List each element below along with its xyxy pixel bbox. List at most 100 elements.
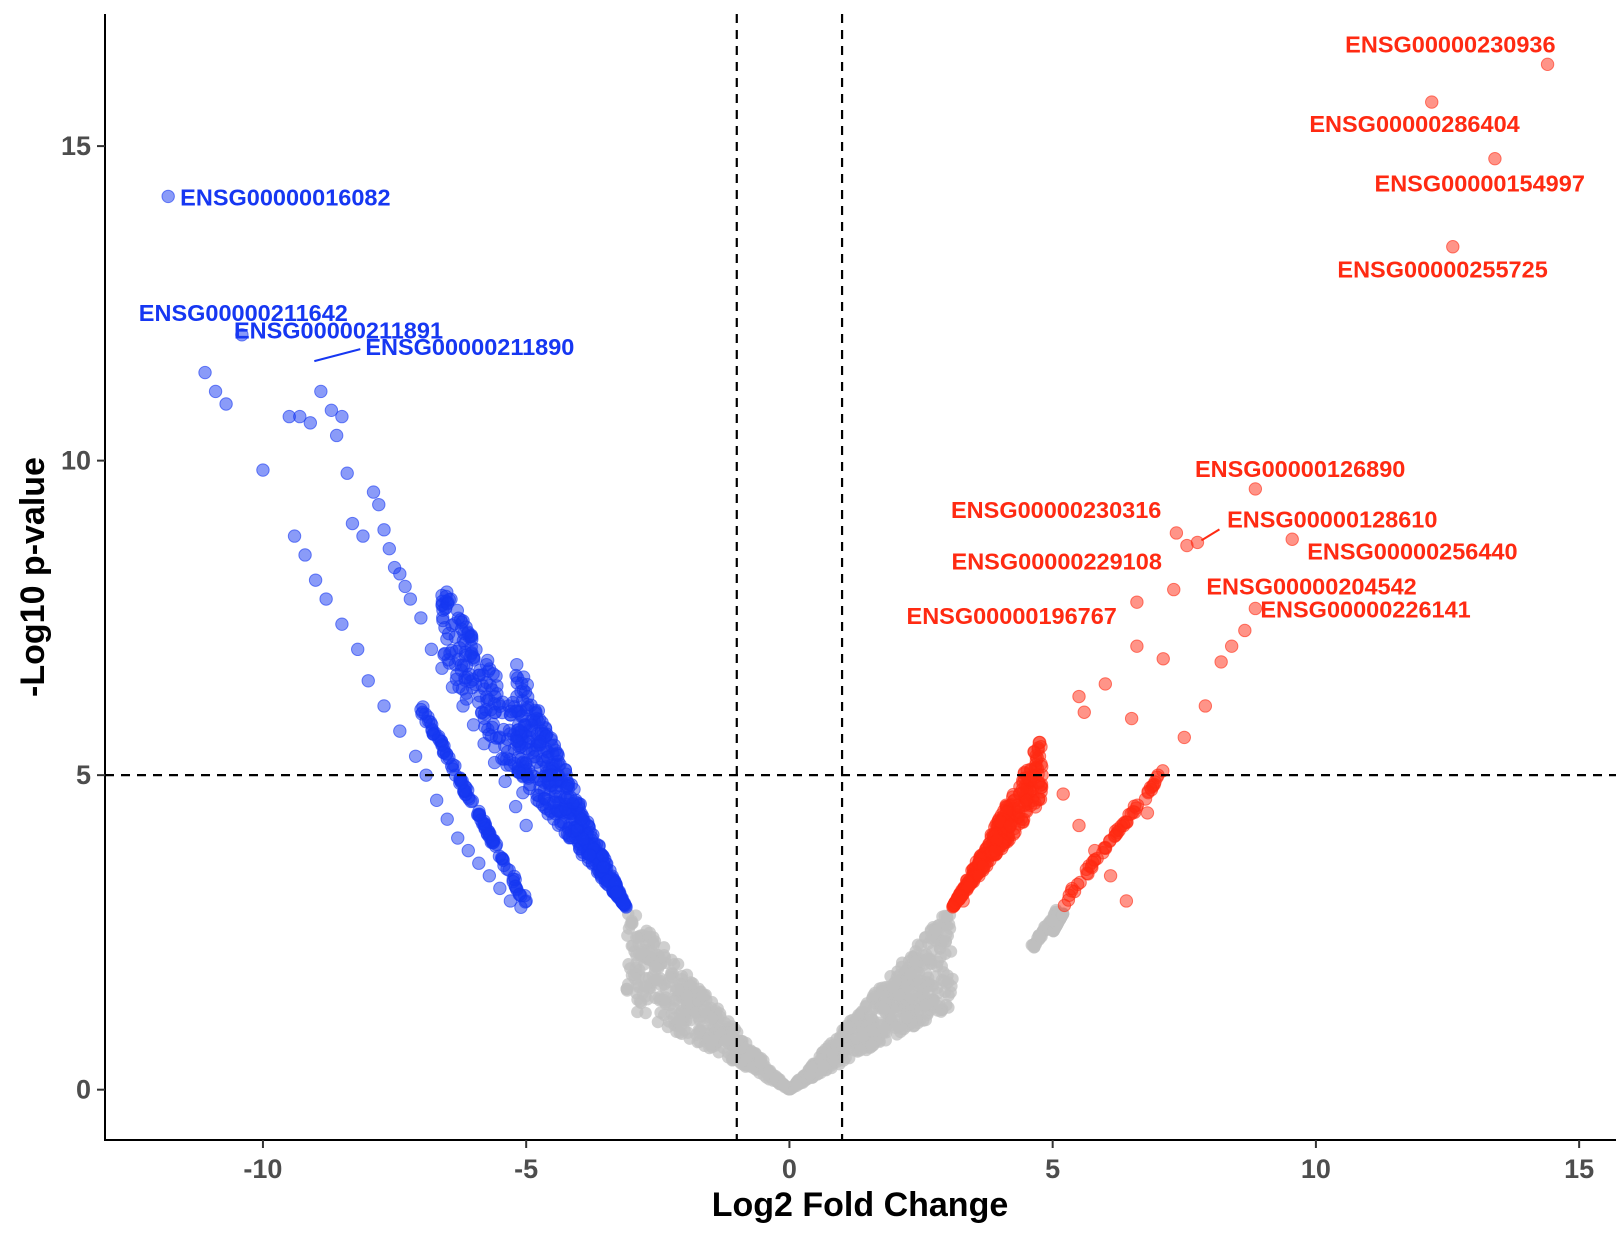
downregulated-point xyxy=(345,516,360,531)
upregulated-point xyxy=(1285,532,1299,546)
ns-point xyxy=(878,1022,892,1036)
upregulated-point xyxy=(1088,843,1102,858)
axes xyxy=(104,14,1616,1141)
ns-point xyxy=(840,1019,854,1032)
label-connector xyxy=(1200,528,1220,542)
upregulated-point xyxy=(1124,711,1139,726)
downregulated-point xyxy=(558,826,572,840)
upregulated-point xyxy=(1019,793,1034,808)
ticks: -10 -5 0 5 10 15 0 5 10 15 xyxy=(61,131,1594,1184)
ns-point xyxy=(919,967,933,980)
upregulated-point xyxy=(1082,859,1096,873)
downregulated-point xyxy=(520,678,534,692)
ns-point xyxy=(1032,929,1046,942)
downregulated-point xyxy=(335,409,349,424)
downregulated-point xyxy=(547,795,561,810)
ns-point xyxy=(777,1078,790,1091)
ns-point xyxy=(889,1021,902,1034)
downregulated-point xyxy=(503,894,518,908)
upregulated-point xyxy=(1103,869,1118,883)
downregulated-point xyxy=(477,736,491,751)
downregulated-point xyxy=(435,661,449,675)
ns-point xyxy=(680,968,694,982)
downregulated-point xyxy=(472,856,486,870)
downregulated-point xyxy=(616,897,631,911)
downregulated-point xyxy=(356,529,370,543)
ns-point xyxy=(940,910,953,923)
gene-label: ENSG00000226141 xyxy=(1260,596,1470,622)
downregulated-point xyxy=(519,703,534,717)
ns-point xyxy=(698,1004,711,1017)
downregulated-point xyxy=(308,573,323,587)
ns-point xyxy=(626,917,639,930)
downregulated-point xyxy=(508,704,523,719)
downregulated-point xyxy=(329,428,344,443)
downregulated-point xyxy=(429,793,444,808)
x-tick-label: 15 xyxy=(1564,1154,1594,1184)
ns-point xyxy=(705,995,719,1009)
downregulated-point xyxy=(519,818,533,833)
ns-point xyxy=(877,1002,891,1016)
ns-point xyxy=(657,949,671,962)
downregulated-point xyxy=(508,879,523,894)
ns-point xyxy=(804,1061,818,1074)
downregulated-point xyxy=(609,885,623,899)
downregulated-point xyxy=(440,597,455,611)
gene-label: ENSG00000256440 xyxy=(1307,538,1517,564)
downregulated-point xyxy=(466,718,481,732)
ns-point xyxy=(830,1039,843,1052)
downregulated-point xyxy=(456,658,471,672)
downregulated-point xyxy=(596,849,610,863)
downregulated-point xyxy=(408,749,423,763)
upregulated-point xyxy=(1027,745,1042,759)
upregulated-point xyxy=(1077,705,1091,719)
downregulated-point xyxy=(415,707,429,721)
ns-point xyxy=(904,967,917,981)
ns-point xyxy=(922,937,935,950)
downregulated-point xyxy=(424,642,439,657)
upregulated-point xyxy=(956,894,970,908)
upregulated-point xyxy=(988,843,1002,858)
ns-point xyxy=(790,1079,803,1093)
upregulated-point xyxy=(1488,151,1502,166)
upregulated-point xyxy=(1169,526,1184,540)
downregulated-point xyxy=(377,699,391,713)
downregulated-point xyxy=(548,784,563,799)
ns-point xyxy=(621,929,634,942)
downregulated-point xyxy=(319,592,333,606)
downregulated-point xyxy=(490,679,504,693)
ns-point xyxy=(633,995,647,1008)
gene-label: ENSG00000016082 xyxy=(180,184,390,210)
downregulated-point xyxy=(256,463,270,477)
downregulated-point xyxy=(479,657,494,672)
ns-point xyxy=(939,934,953,948)
downregulated-point xyxy=(340,466,354,480)
y-axis-title: -Log10 p-value xyxy=(14,457,52,697)
label-connector xyxy=(314,348,361,363)
upregulated-point xyxy=(1248,482,1263,496)
downregulated-point xyxy=(478,719,492,734)
ns-point xyxy=(745,1045,759,1059)
ns-point xyxy=(690,1028,703,1041)
downregulated-point xyxy=(566,796,580,810)
ns-point xyxy=(620,982,633,996)
downregulated-point xyxy=(516,785,530,800)
ns-point xyxy=(814,1066,827,1080)
ns-point xyxy=(631,1005,644,1019)
upregulated-point xyxy=(1120,815,1134,829)
ns-point xyxy=(628,972,642,985)
downregulated-point xyxy=(198,365,212,380)
downregulated-point xyxy=(454,776,469,790)
downregulated-point xyxy=(596,860,611,874)
downregulated-point xyxy=(393,567,407,581)
ns-point xyxy=(922,952,935,965)
downregulated-point xyxy=(440,632,454,646)
downregulated-point xyxy=(508,799,523,814)
upregulated-point xyxy=(1156,652,1170,666)
downregulated-point xyxy=(438,646,452,661)
ns-point xyxy=(671,983,685,996)
downregulated-point xyxy=(514,900,528,914)
significant-points xyxy=(161,57,1555,914)
ns-point xyxy=(930,960,944,973)
